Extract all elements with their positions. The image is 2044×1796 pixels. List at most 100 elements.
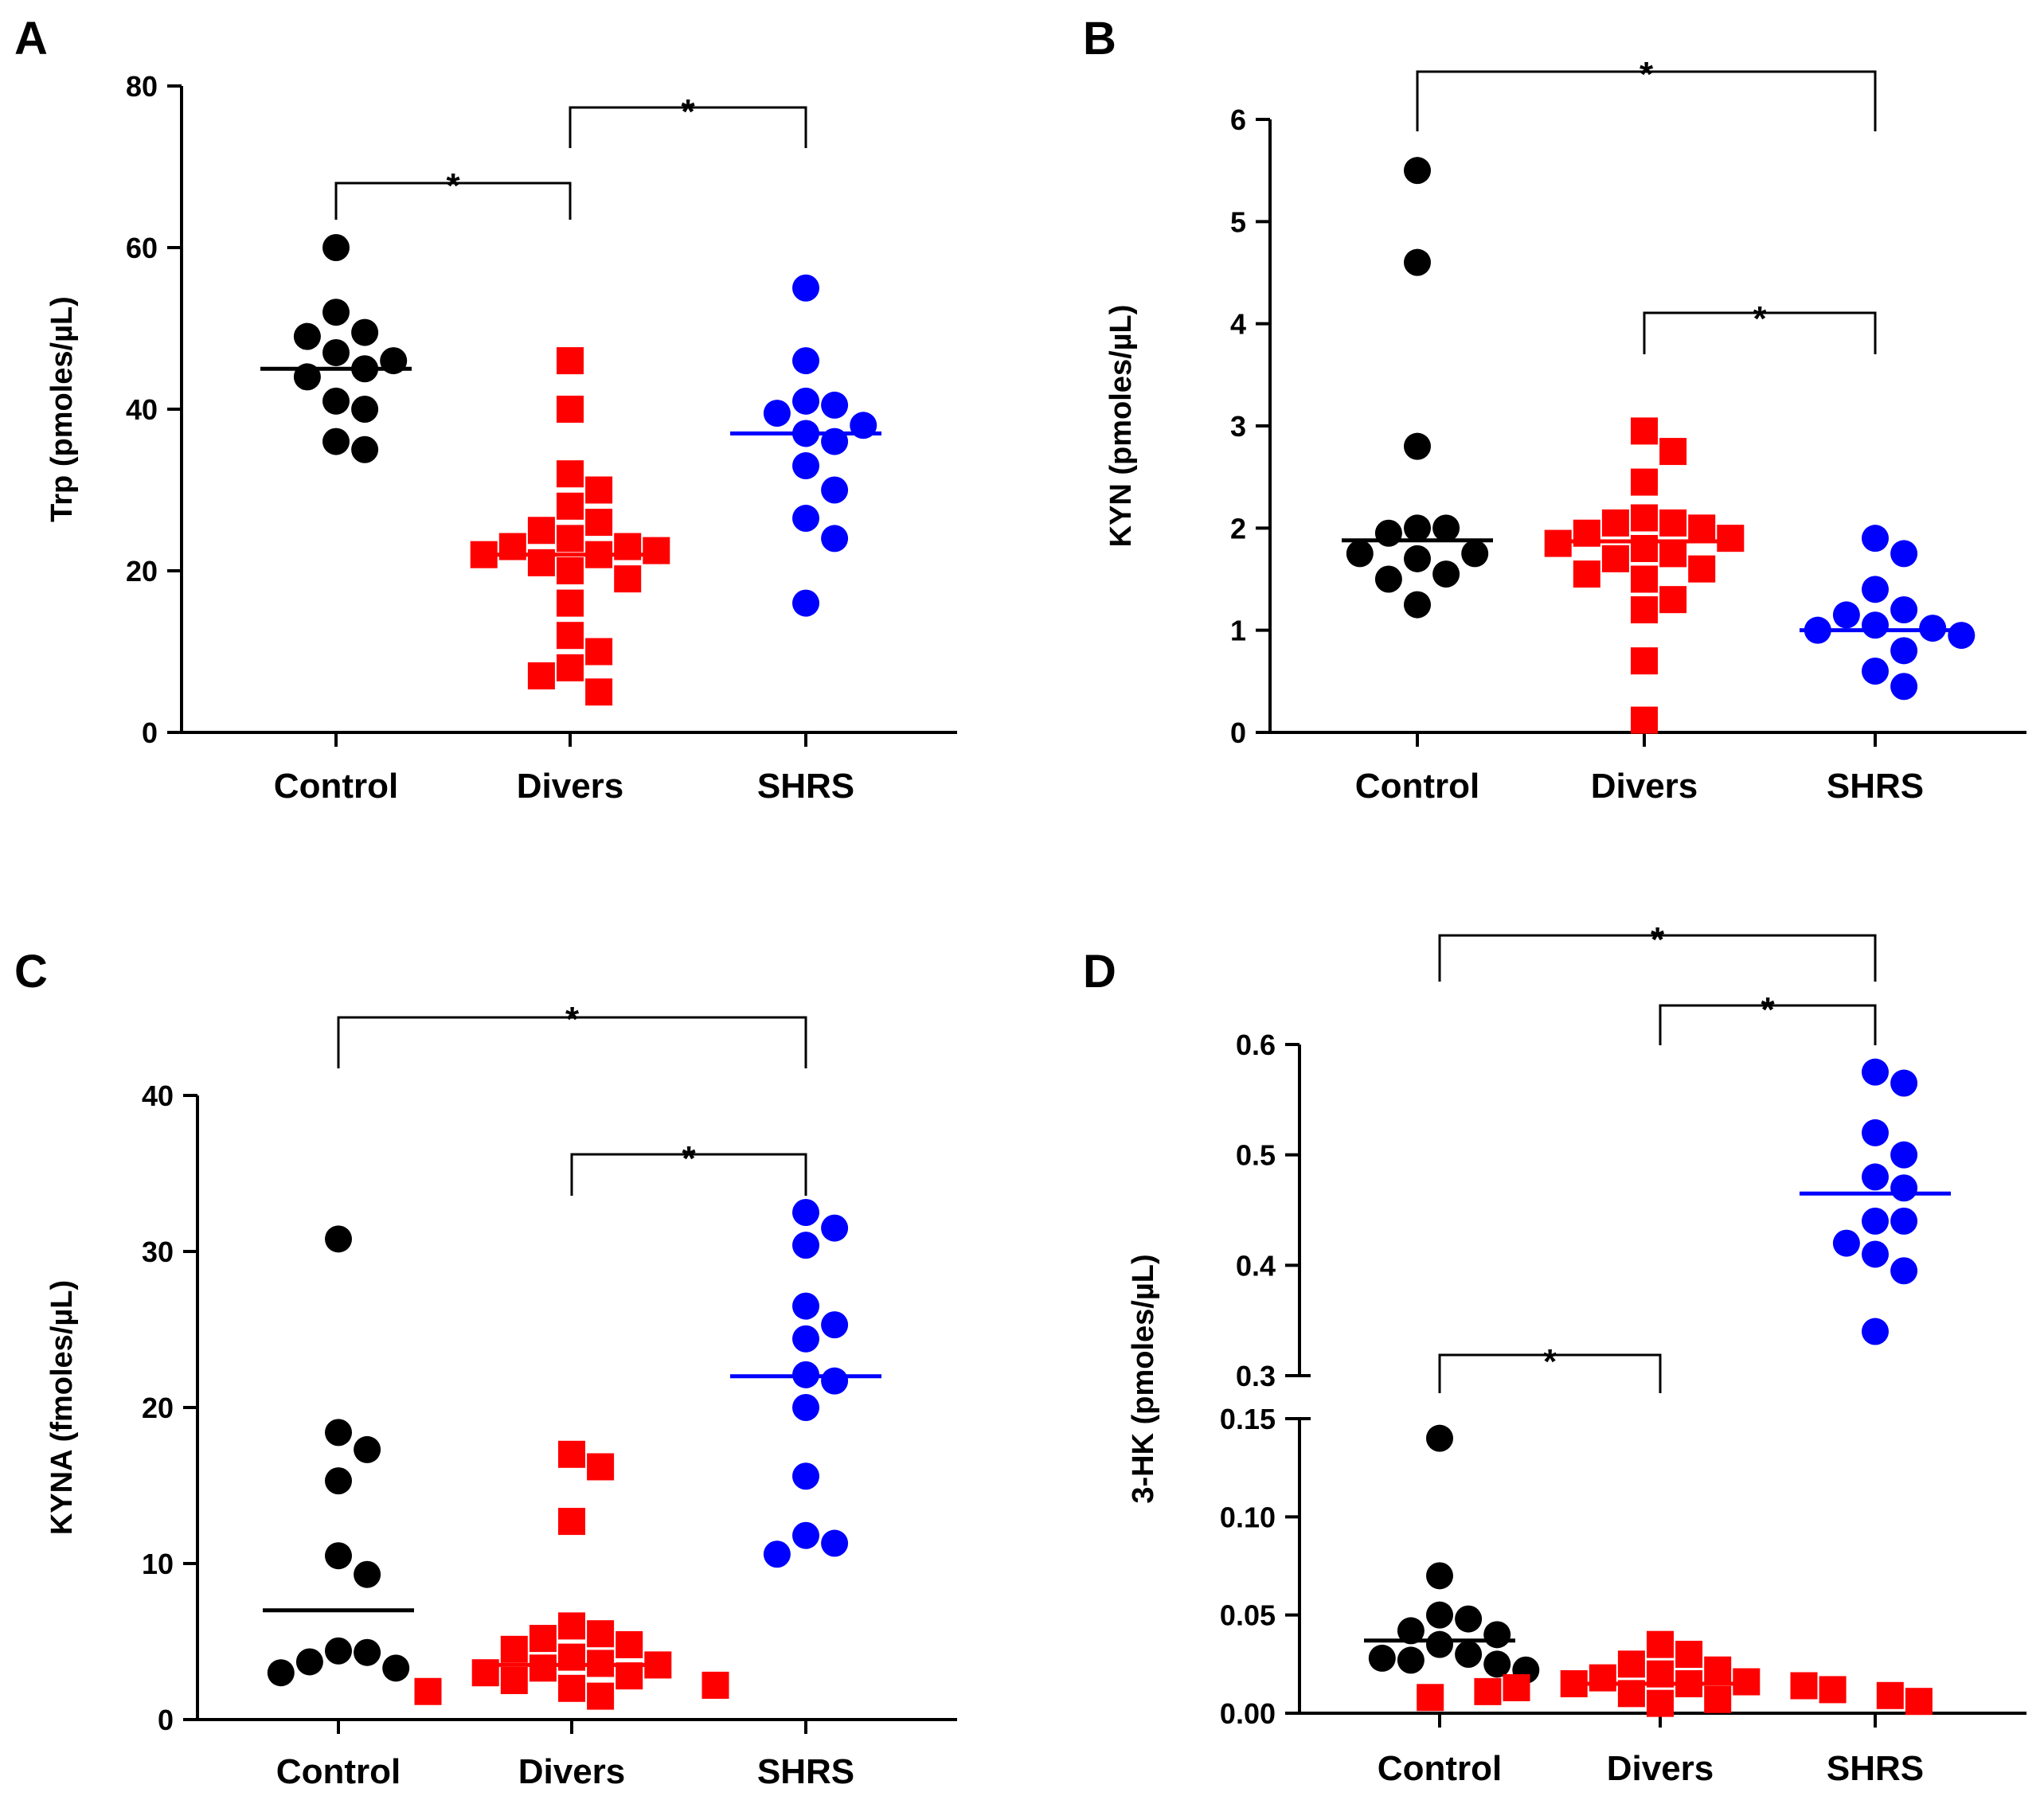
data-point-divers xyxy=(557,525,584,552)
data-point-divers xyxy=(1647,1630,1674,1658)
data-point-divers xyxy=(557,492,584,520)
data-point-control xyxy=(325,1467,352,1495)
data-point-divers xyxy=(1631,565,1658,593)
significance-star: * xyxy=(681,92,695,131)
data-point-shrs xyxy=(821,1367,849,1395)
x-category-label: SHRS xyxy=(1827,1749,1924,1788)
data-point-control xyxy=(351,396,379,423)
significance-bracket xyxy=(1659,1004,1877,1045)
data-point-divers xyxy=(587,1453,615,1481)
significance-star: * xyxy=(1651,920,1665,959)
x-category-label: Control xyxy=(1378,1749,1502,1788)
significance-bracket xyxy=(1416,70,1877,131)
significance-star: * xyxy=(682,1139,696,1178)
data-point-divers xyxy=(1675,1641,1703,1668)
data-point-shrs xyxy=(792,589,819,617)
data-point-shrs xyxy=(1862,1240,1889,1268)
data-point-control xyxy=(1426,1601,1453,1629)
data-point-shrs xyxy=(1862,576,1889,603)
y-tick-label: 1 xyxy=(1230,615,1246,647)
data-point-shrs xyxy=(1862,1318,1889,1345)
x-category-label: SHRS xyxy=(1827,767,1924,806)
data-point-divers xyxy=(1659,438,1687,466)
data-point-shrs xyxy=(1832,1229,1860,1257)
data-point-control xyxy=(1404,545,1431,572)
data-point-shrs xyxy=(792,452,819,480)
data-point-divers xyxy=(1589,1664,1616,1692)
significance-star: * xyxy=(1543,1342,1557,1381)
data-point-divers xyxy=(616,1630,643,1658)
y-tick-label: 0.05 xyxy=(1220,1599,1276,1632)
data-point-shrs xyxy=(1862,1163,1889,1191)
data-point-divers xyxy=(529,1625,557,1653)
data-point-divers xyxy=(1905,1688,1933,1716)
data-point-divers xyxy=(558,1508,585,1536)
data-point-divers xyxy=(1573,560,1600,588)
data-point-control xyxy=(1426,1424,1453,1452)
y-tick-label: 20 xyxy=(126,555,158,588)
data-point-control xyxy=(1432,560,1460,588)
y-tick-label: 0.15 xyxy=(1220,1403,1276,1435)
panel-letter: A xyxy=(14,13,48,64)
data-point-divers xyxy=(557,557,584,584)
data-point-control xyxy=(1483,1650,1511,1678)
data-point-shrs xyxy=(792,1325,819,1353)
panel-B: B 0 1 2 3 4 5 6 Control Divers SHRS KYN (pmoles/µL)… xyxy=(1083,13,2026,806)
data-point-divers xyxy=(1717,525,1745,552)
y-tick-label: 30 xyxy=(142,1236,174,1268)
data-point-divers xyxy=(643,537,670,564)
y-tick-label: 60 xyxy=(126,232,158,264)
data-point-divers xyxy=(1647,1689,1674,1717)
y-axis-title: Trp (pmoles/µL) xyxy=(45,296,79,522)
data-point-shrs xyxy=(763,400,791,428)
data-point-control xyxy=(1404,432,1431,460)
significance-star: * xyxy=(565,1000,580,1039)
data-point-divers xyxy=(557,347,584,375)
y-tick-label: 5 xyxy=(1230,205,1246,238)
y-tick-label: 3 xyxy=(1230,410,1246,443)
data-point-shrs xyxy=(792,1232,819,1259)
data-point-shrs xyxy=(792,387,819,415)
data-point-divers xyxy=(1631,504,1658,532)
data-point-divers xyxy=(500,1667,528,1694)
data-point-shrs xyxy=(1862,525,1889,552)
y-tick-label: 40 xyxy=(126,393,158,426)
data-point-shrs xyxy=(1862,1207,1889,1235)
data-point-divers xyxy=(557,622,584,650)
y-tick-label: 6 xyxy=(1230,103,1246,136)
data-point-control xyxy=(1483,1621,1511,1649)
y-axis-title: KYN (pmoles/µL) xyxy=(1104,305,1138,548)
data-point-divers xyxy=(557,589,584,617)
data-point-control xyxy=(351,318,379,346)
data-point-shrs xyxy=(821,1529,849,1557)
data-point-divers xyxy=(1617,1650,1645,1678)
y-tick-label: 0.00 xyxy=(1220,1697,1276,1730)
data-point-shrs xyxy=(1890,1069,1918,1097)
data-point-control xyxy=(295,1648,323,1676)
data-point-shrs xyxy=(792,1292,819,1320)
data-point-shrs xyxy=(1890,596,1918,623)
y-tick-label: 40 xyxy=(142,1080,174,1112)
data-point-control xyxy=(293,322,321,350)
data-point-divers xyxy=(1631,468,1658,496)
y-tick-label: 0.4 xyxy=(1236,1249,1276,1282)
data-point-control xyxy=(1455,1641,1483,1668)
y-tick-label: 4 xyxy=(1230,308,1246,341)
data-point-divers xyxy=(527,517,555,545)
y-tick-label: 0.6 xyxy=(1236,1029,1276,1061)
y-tick-label: 0 xyxy=(1230,716,1246,749)
panel-D: D 0.3 0.4 0.5 0.6 0.00 0.05 0.10 0.15 Control Dive… xyxy=(1083,920,2026,1788)
data-point-shrs xyxy=(1948,622,1976,650)
significance-star: * xyxy=(1753,299,1767,338)
data-point-shrs xyxy=(821,1311,849,1339)
significance-star: * xyxy=(1639,55,1654,94)
data-point-control xyxy=(1404,248,1431,276)
data-point-divers xyxy=(1631,535,1658,562)
data-point-divers xyxy=(585,476,613,504)
data-point-shrs xyxy=(1890,540,1918,568)
x-category-label: Divers xyxy=(1591,767,1698,806)
data-point-shrs xyxy=(1890,1174,1918,1202)
data-point-divers xyxy=(1704,1656,1732,1684)
data-point-control xyxy=(354,1560,381,1588)
data-point-divers xyxy=(1631,647,1658,675)
